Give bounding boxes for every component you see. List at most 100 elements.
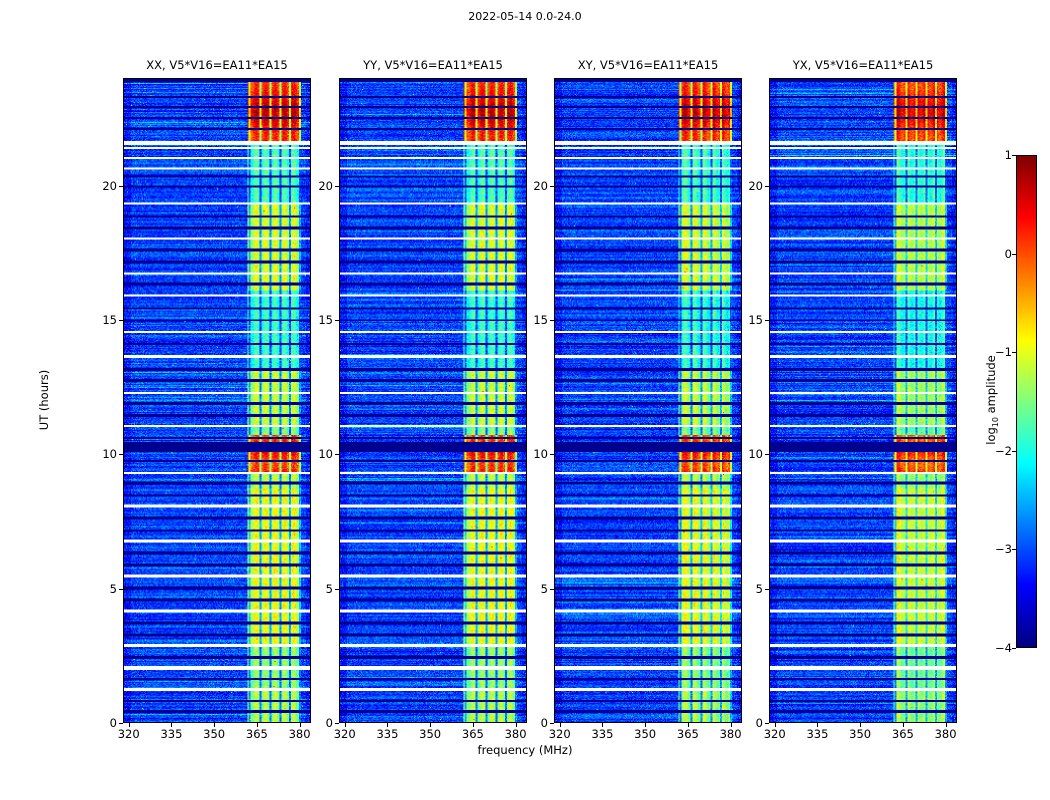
x-tick-mark xyxy=(817,723,819,727)
panel-title-yy: YY, V5*V16=EA11*EA15 xyxy=(363,58,503,72)
x-tick-mark xyxy=(860,723,862,727)
y-tick-mark xyxy=(550,588,554,590)
x-tick-mark xyxy=(730,723,732,727)
y-tick-mark xyxy=(119,588,123,590)
y-tick-labels-panel-0: 0 5 10 15 20 xyxy=(89,0,117,800)
panel-title-yx: YX, V5*V16=EA11*EA15 xyxy=(792,58,934,72)
x-tick-mark xyxy=(430,723,432,727)
x-tick-label: 365 xyxy=(676,727,699,741)
y-tick-mark xyxy=(550,319,554,321)
figure-suptitle: 2022-05-14 0.0-24.0 xyxy=(468,10,582,23)
y-tick-labels-panel-3: 0 5 10 15 20 xyxy=(735,0,763,800)
x-tick-label: 350 xyxy=(849,727,872,741)
y-tick-mark xyxy=(765,185,769,187)
colorbar-tick-label: −2 xyxy=(995,443,1012,458)
y-tick-mark xyxy=(335,185,339,187)
panel-title-xy: XY, V5*V16=EA11*EA15 xyxy=(577,58,719,72)
y-tick-label: 0 xyxy=(755,716,763,730)
x-tick-label: 380 xyxy=(934,727,957,741)
y-tick-label: 20 xyxy=(318,178,333,193)
colorbar-tick-mark xyxy=(1012,253,1016,255)
y-tick-label: 15 xyxy=(102,312,117,327)
y-tick-label: 15 xyxy=(318,312,333,327)
y-tick-mark xyxy=(335,319,339,321)
x-tick-mark xyxy=(171,723,173,727)
y-tick-label: 0 xyxy=(109,716,117,730)
colorbar-tick-mark xyxy=(1012,549,1016,551)
colorbar-tick-mark xyxy=(1012,648,1016,649)
x-tick-label: 380 xyxy=(288,727,311,741)
x-tick-label: 350 xyxy=(419,727,442,741)
x-tick-label: 380 xyxy=(504,727,527,741)
y-tick-label: 10 xyxy=(102,447,117,462)
y-tick-label: 5 xyxy=(109,581,117,596)
colorbar-tick-label: −1 xyxy=(995,345,1012,360)
x-tick-mark xyxy=(472,723,474,727)
y-tick-label: 5 xyxy=(325,581,333,596)
colorbar-tick-label: 1 xyxy=(1004,148,1012,162)
x-tick-label: 350 xyxy=(203,727,226,741)
y-tick-label: 15 xyxy=(533,312,548,327)
y-tick-mark xyxy=(119,319,123,321)
y-tick-mark xyxy=(550,185,554,187)
y-tick-mark xyxy=(765,588,769,590)
y-tick-mark xyxy=(335,454,339,456)
x-tick-mark xyxy=(559,723,561,727)
y-tick-label: 20 xyxy=(102,178,117,193)
colorbar-tick-label: 0 xyxy=(1004,246,1012,261)
y-tick-label: 10 xyxy=(318,447,333,462)
colorbar[interactable] xyxy=(1016,155,1037,648)
waterfall-panel-xy[interactable] xyxy=(554,78,742,723)
x-tick-label: 335 xyxy=(806,727,829,741)
y-tick-label: 5 xyxy=(540,581,548,596)
waterfall-panel-xx[interactable] xyxy=(123,78,311,723)
x-tick-mark xyxy=(602,723,604,727)
y-tick-label: 5 xyxy=(755,581,763,596)
colorbar-tick-label: −3 xyxy=(995,542,1012,557)
y-tick-label: 20 xyxy=(748,178,763,193)
x-tick-label: 320 xyxy=(117,727,140,741)
colorbar-tick-mark xyxy=(1012,155,1016,156)
x-tick-mark xyxy=(128,723,130,727)
y-tick-label: 15 xyxy=(748,312,763,327)
y-tick-mark xyxy=(550,454,554,456)
x-tick-mark xyxy=(344,723,346,727)
x-axis-label: frequency (MHz) xyxy=(477,743,573,757)
y-tick-labels-panel-1: 0 5 10 15 20 xyxy=(305,0,333,800)
x-tick-mark xyxy=(387,723,389,727)
x-tick-mark xyxy=(256,723,258,727)
x-tick-mark xyxy=(515,723,517,727)
y-tick-labels-panel-2: 0 5 10 15 20 xyxy=(520,0,548,800)
x-tick-mark xyxy=(774,723,776,727)
colorbar-tick-mark xyxy=(1012,352,1016,354)
x-tick-mark xyxy=(687,723,689,727)
x-tick-label: 320 xyxy=(333,727,356,741)
x-tick-mark xyxy=(214,723,216,727)
x-tick-label: 335 xyxy=(160,727,183,741)
x-tick-mark xyxy=(299,723,301,727)
y-tick-label: 0 xyxy=(325,716,333,730)
x-tick-label: 365 xyxy=(891,727,914,741)
y-tick-mark xyxy=(119,454,123,456)
colorbar-label: log10 amplitude xyxy=(984,355,1000,445)
x-tick-label: 380 xyxy=(719,727,742,741)
y-tick-mark xyxy=(119,723,123,724)
y-tick-label: 20 xyxy=(533,178,548,193)
waterfall-panel-yx[interactable] xyxy=(769,78,957,723)
panel-title-xx: XX, V5*V16=EA11*EA15 xyxy=(146,58,288,72)
y-tick-mark xyxy=(765,723,769,724)
x-tick-label: 320 xyxy=(763,727,786,741)
x-tick-label: 365 xyxy=(245,727,268,741)
x-tick-label: 320 xyxy=(548,727,571,741)
colorbar-tick-mark xyxy=(1012,450,1016,452)
y-tick-mark xyxy=(335,723,339,724)
y-tick-label: 10 xyxy=(533,447,548,462)
x-tick-label: 365 xyxy=(461,727,484,741)
y-tick-label: 10 xyxy=(748,447,763,462)
waterfall-panel-yy[interactable] xyxy=(339,78,527,723)
x-tick-label: 335 xyxy=(591,727,614,741)
y-tick-mark xyxy=(765,454,769,456)
x-tick-label: 350 xyxy=(634,727,657,741)
y-tick-mark xyxy=(550,723,554,724)
